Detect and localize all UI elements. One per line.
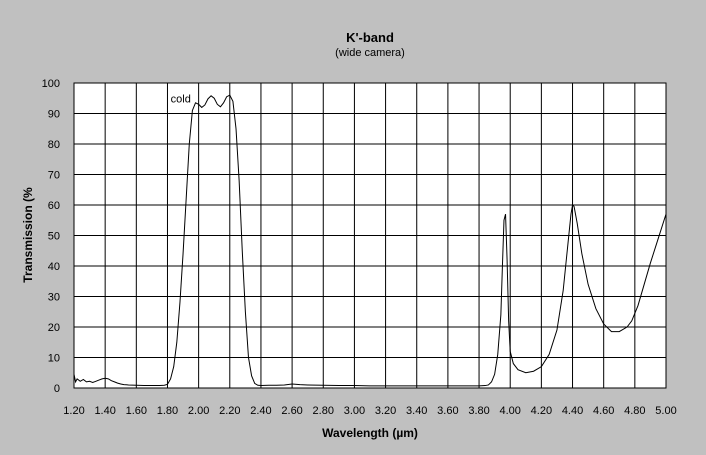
y-tick-label: 20	[48, 322, 60, 334]
x-tick-label: 1.80	[157, 405, 178, 417]
x-tick-label: 3.20	[375, 405, 396, 417]
x-tick-label: 4.60	[593, 405, 614, 417]
x-axis-label: Wavelength (µm)	[322, 426, 418, 440]
y-tick-label: 100	[42, 78, 60, 90]
x-tick-label: 4.00	[499, 405, 520, 417]
x-tick-label: 3.80	[468, 405, 489, 417]
x-tick-label: 4.20	[531, 405, 552, 417]
y-tick-label: 70	[48, 170, 60, 182]
transmission-curve	[73, 94, 667, 387]
x-tick-label: 2.60	[281, 405, 302, 417]
x-tick-label: 4.80	[624, 405, 645, 417]
x-tick-label: 1.40	[94, 405, 115, 417]
x-tick-label: 1.60	[126, 405, 147, 417]
x-tick-label: 2.80	[313, 405, 334, 417]
y-tick-label: 40	[48, 261, 60, 273]
annotation-label: cold	[171, 93, 191, 105]
annotations: cold	[171, 93, 191, 105]
x-tick-labels: 1.20 1.40 1.60 1.80 2.00 2.20 2.40 2.60 2.80 3.00…	[63, 405, 676, 417]
x-tick-label: 5.00	[655, 405, 676, 417]
y-tick-label: 30	[48, 292, 60, 304]
x-tick-label: 3.00	[344, 405, 365, 417]
chart-subtitle: (wide camera)	[335, 47, 405, 59]
x-tick-label: 2.00	[188, 405, 209, 417]
y-tick-label: 60	[48, 200, 60, 212]
y-tick-label: 90	[48, 109, 60, 121]
grid	[74, 83, 666, 388]
x-tick-label: 3.60	[437, 405, 458, 417]
x-tick-label: 2.20	[219, 405, 240, 417]
x-tick-label: 3.40	[406, 405, 427, 417]
x-tick-label: 4.40	[562, 405, 583, 417]
y-tick-label: 10	[48, 353, 60, 365]
x-tick-label: 2.40	[250, 405, 271, 417]
y-tick-label: 80	[48, 139, 60, 151]
y-axis-label: Transmission (%	[21, 187, 35, 283]
y-tick-label: 50	[48, 231, 60, 243]
x-tick-label: 1.20	[63, 405, 84, 417]
y-tick-label: 0	[54, 383, 60, 395]
chart-title: K'-band	[346, 30, 394, 45]
y-tick-labels: 0 10 20 30 40 50 60 70 80 90 100	[42, 78, 60, 395]
